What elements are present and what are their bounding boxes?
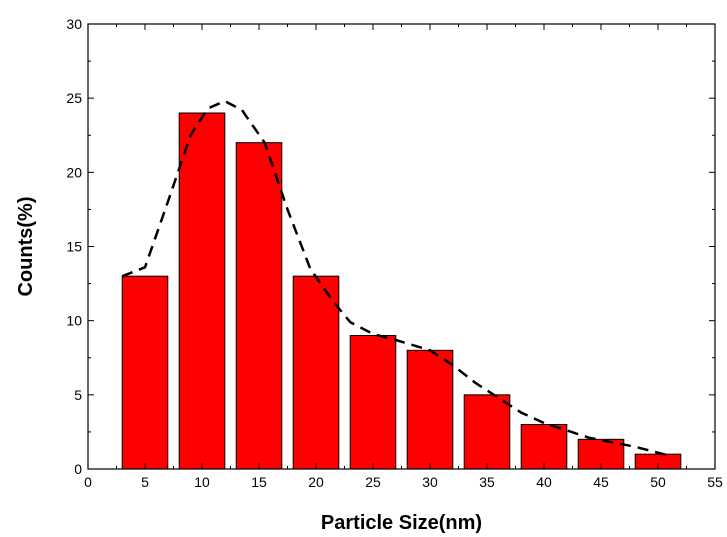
- x-tick-label: 10: [194, 474, 210, 490]
- x-tick-label: 15: [251, 474, 267, 490]
- fit-curve-layer: [121, 99, 670, 457]
- bar: [520, 424, 568, 470]
- x-tick-label: 5: [141, 474, 149, 490]
- x-tick-label: 50: [650, 474, 666, 490]
- bar: [292, 275, 340, 470]
- y-axis-title: Counts(%): [15, 197, 37, 297]
- bar: [406, 349, 454, 470]
- fit-curve: [121, 99, 670, 457]
- ticks-layer: 0 5 10 15 20 25 30 35 40 45 50 55 0 5 10 15 20 25 30: [66, 16, 723, 490]
- x-tick-label: 40: [536, 474, 552, 490]
- x-tick-label: 30: [422, 474, 438, 490]
- x-axis-title: Particle Size(nm): [321, 512, 482, 534]
- x-tick-label: 35: [479, 474, 495, 490]
- x-tick-label: 45: [593, 474, 609, 490]
- y-tick-label: 5: [74, 387, 82, 403]
- bar: [349, 335, 397, 470]
- x-tick-label: 55: [707, 474, 723, 490]
- x-tick-label: 25: [365, 474, 381, 490]
- bar: [178, 112, 226, 470]
- y-tick-label: 25: [66, 90, 82, 106]
- bars-layer: [121, 112, 682, 470]
- x-tick-label: 0: [84, 474, 92, 490]
- y-tick-label: 20: [66, 164, 82, 180]
- y-tick-label: 10: [66, 313, 82, 329]
- y-tick-label: 0: [74, 461, 82, 477]
- x-tick-label: 20: [308, 474, 324, 490]
- y-tick-label: 15: [66, 239, 82, 255]
- bar: [235, 142, 283, 470]
- bar: [463, 394, 511, 470]
- bar: [121, 275, 169, 470]
- y-tick-label: 30: [66, 16, 82, 32]
